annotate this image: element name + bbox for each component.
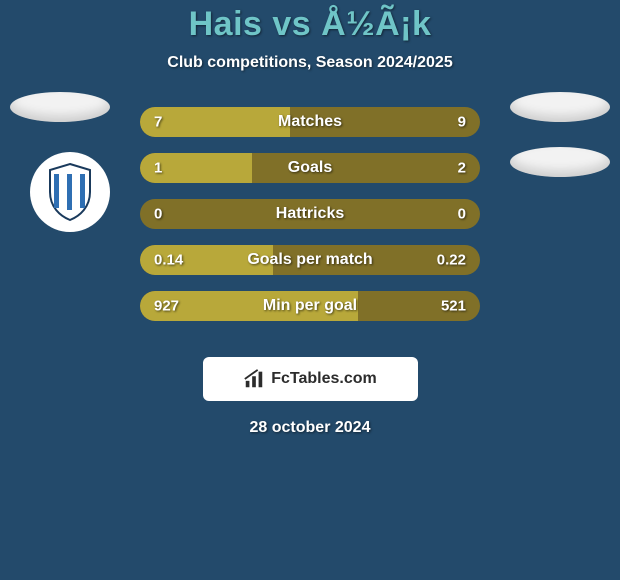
- page-subtitle: Club competitions, Season 2024/2025: [0, 54, 620, 72]
- page-title: Hais vs Å½Ã¡k: [0, 5, 620, 44]
- bar-right-value: 9: [458, 114, 466, 131]
- bar-right-value: 0: [458, 206, 466, 223]
- club-right-placeholder: [510, 147, 610, 177]
- bar-right-value: 521: [441, 298, 466, 315]
- bar-row: 927 Min per goal 521: [140, 291, 480, 321]
- bar-left-value: 7: [154, 114, 162, 131]
- player-right-avatar-placeholder: [510, 92, 610, 122]
- bar-row: 0 Hattricks 0: [140, 199, 480, 229]
- bar-label: Goals per match: [247, 251, 372, 269]
- bar-row: 1 Goals 2: [140, 153, 480, 183]
- bar-left-value: 0.14: [154, 252, 183, 269]
- bar-label: Goals: [288, 159, 332, 177]
- bar-chart-icon: [243, 368, 265, 390]
- bar-label: Min per goal: [263, 297, 357, 315]
- comparison-chart: 7 Matches 9 1 Goals 2 0 Hattricks 0 0.14…: [0, 107, 620, 342]
- bar-right-value: 0.22: [437, 252, 466, 269]
- source-logo: FcTables.com: [203, 357, 418, 401]
- player-left-avatar-placeholder: [10, 92, 110, 122]
- bars-container: 7 Matches 9 1 Goals 2 0 Hattricks 0 0.14…: [140, 107, 480, 337]
- bar-fill: [140, 107, 290, 137]
- club-left-badge: [30, 152, 110, 232]
- bar-row: 7 Matches 9: [140, 107, 480, 137]
- bar-label: Hattricks: [276, 205, 344, 223]
- source-logo-text: FcTables.com: [271, 370, 377, 388]
- bar-right-value: 2: [458, 160, 466, 177]
- bar-left-value: 1: [154, 160, 162, 177]
- bar-left-value: 0: [154, 206, 162, 223]
- bar-row: 0.14 Goals per match 0.22: [140, 245, 480, 275]
- shield-icon: [46, 162, 94, 222]
- content-root: Hais vs Å½Ã¡k Club competitions, Season …: [0, 0, 620, 437]
- bar-left-value: 927: [154, 298, 179, 315]
- bar-label: Matches: [278, 113, 342, 131]
- date-label: 28 october 2024: [0, 419, 620, 437]
